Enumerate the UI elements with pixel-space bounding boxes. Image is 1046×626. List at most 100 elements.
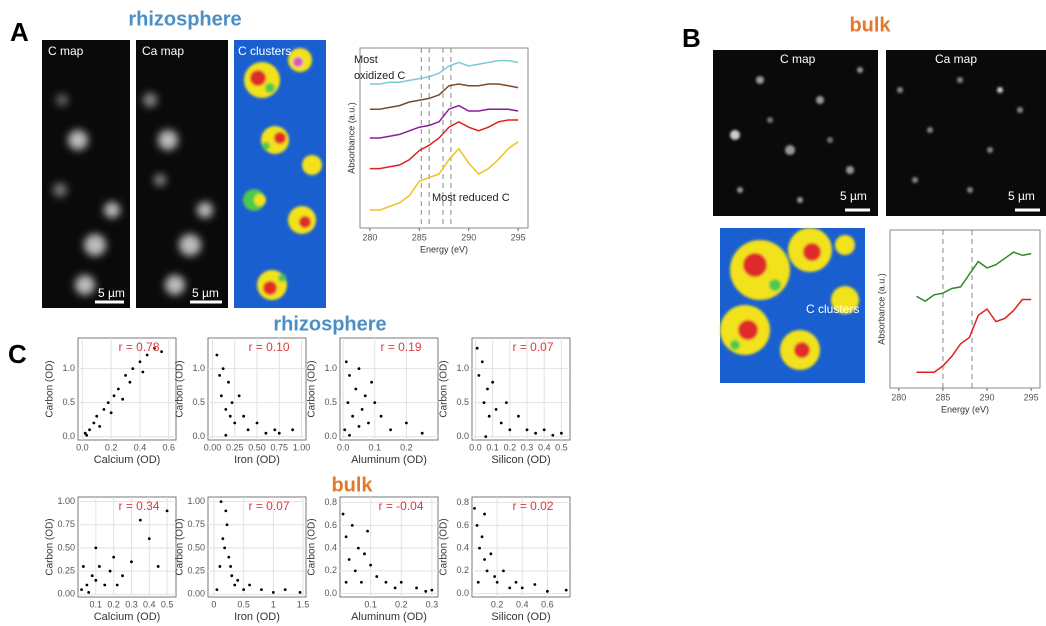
point: [81, 565, 85, 568]
point: [218, 565, 222, 568]
point: [542, 428, 546, 432]
point: [489, 552, 493, 556]
y-tick-label: 0.2: [456, 565, 469, 575]
y-tick-label: 0.6: [456, 520, 469, 530]
point: [560, 431, 563, 435]
x-tick-label: 280: [362, 232, 377, 242]
plot-frame: [471, 496, 571, 598]
point: [480, 535, 484, 539]
x-tick-label: 0.2: [107, 599, 120, 609]
y-tick-label: 0.5: [324, 397, 337, 407]
point: [476, 580, 480, 584]
point: [109, 411, 113, 415]
correlation-label: r = 0.34: [118, 499, 159, 513]
point: [424, 589, 428, 593]
point: [85, 433, 89, 437]
point: [353, 569, 357, 573]
x-tick-label: 0.3: [521, 442, 534, 452]
point: [504, 401, 508, 404]
point: [92, 421, 96, 425]
spectrum-line: [369, 104, 519, 139]
point: [373, 401, 377, 404]
spectrum-line: [916, 298, 1032, 373]
x-axis-label: Energy (eV): [941, 404, 989, 414]
point: [94, 546, 98, 550]
x-tick-label: 1.5: [297, 599, 310, 609]
c-clusters-image: [720, 228, 865, 383]
y-tick-label: 0.8: [324, 497, 337, 507]
point: [344, 580, 348, 584]
point: [343, 428, 347, 432]
point: [219, 500, 223, 504]
point: [128, 380, 132, 384]
y-tick-label: 0.0: [62, 431, 75, 441]
y-axis-label: Carbon (OD): [307, 518, 318, 575]
map-label: C map: [780, 52, 816, 66]
point: [121, 397, 125, 401]
x-tick-label: 0.3: [125, 599, 138, 609]
x-tick-label: 0.1: [364, 599, 377, 609]
point: [478, 546, 481, 550]
point: [112, 555, 116, 559]
correlation-label: r = 0.02: [512, 499, 553, 513]
point: [97, 565, 101, 568]
point: [246, 428, 250, 432]
x-axis-label: Aluminum (OD): [351, 611, 427, 623]
y-axis-label: Carbon (OD): [45, 360, 56, 417]
point: [85, 583, 89, 587]
point: [236, 578, 240, 582]
point: [404, 421, 408, 425]
point: [356, 546, 360, 550]
y-tick-label: 1.0: [456, 363, 469, 373]
point: [508, 586, 512, 590]
correlation-label: r = 0.78: [118, 340, 159, 354]
point: [477, 374, 481, 377]
y-tick-label: 0.00: [187, 589, 205, 599]
y-tick-label: 0.75: [187, 519, 205, 529]
point: [156, 565, 160, 568]
point: [494, 408, 498, 411]
x-tick-label: 0.2: [504, 442, 517, 452]
x-tick-label: 0.2: [400, 442, 413, 452]
point: [87, 590, 91, 594]
scale-bar-label: 5 µm: [840, 189, 867, 203]
point: [138, 518, 142, 522]
point: [367, 421, 370, 425]
x-tick-label: 295: [511, 232, 526, 242]
ca-map-image: [886, 50, 1046, 216]
x-tick-label: 295: [1024, 392, 1039, 402]
x-tick-label: 0.3: [426, 599, 439, 609]
point: [273, 428, 277, 432]
point: [483, 558, 486, 561]
x-axis-label: Iron (OD): [234, 611, 280, 623]
point: [165, 509, 169, 513]
point: [103, 583, 107, 587]
point: [534, 431, 538, 435]
y-tick-label: 0.25: [187, 565, 205, 575]
point: [520, 586, 524, 590]
point: [370, 380, 374, 384]
point: [219, 394, 223, 398]
y-axis-label: Carbon (OD): [175, 360, 186, 417]
panel-label: A: [10, 17, 29, 47]
y-tick-label: 0.6: [324, 520, 337, 530]
annotation: oxidized C: [354, 70, 405, 82]
panel-title: rhizosphere: [128, 8, 241, 30]
point: [102, 408, 106, 411]
point: [344, 360, 348, 364]
x-axis-label: Silicon (OD): [491, 611, 550, 623]
point: [115, 583, 119, 587]
x-tick-label: 0: [211, 599, 216, 609]
point: [152, 346, 156, 350]
point: [271, 590, 275, 594]
x-tick-label: 0.4: [143, 599, 156, 609]
x-tick-label: 0.1: [486, 442, 499, 452]
point: [80, 588, 83, 591]
y-tick-label: 0.5: [456, 397, 469, 407]
row-title: bulk: [331, 474, 373, 496]
point: [138, 360, 142, 364]
x-tick-label: 0.0: [76, 442, 89, 452]
point: [131, 367, 135, 370]
y-axis-label: Carbon (OD): [307, 360, 318, 417]
